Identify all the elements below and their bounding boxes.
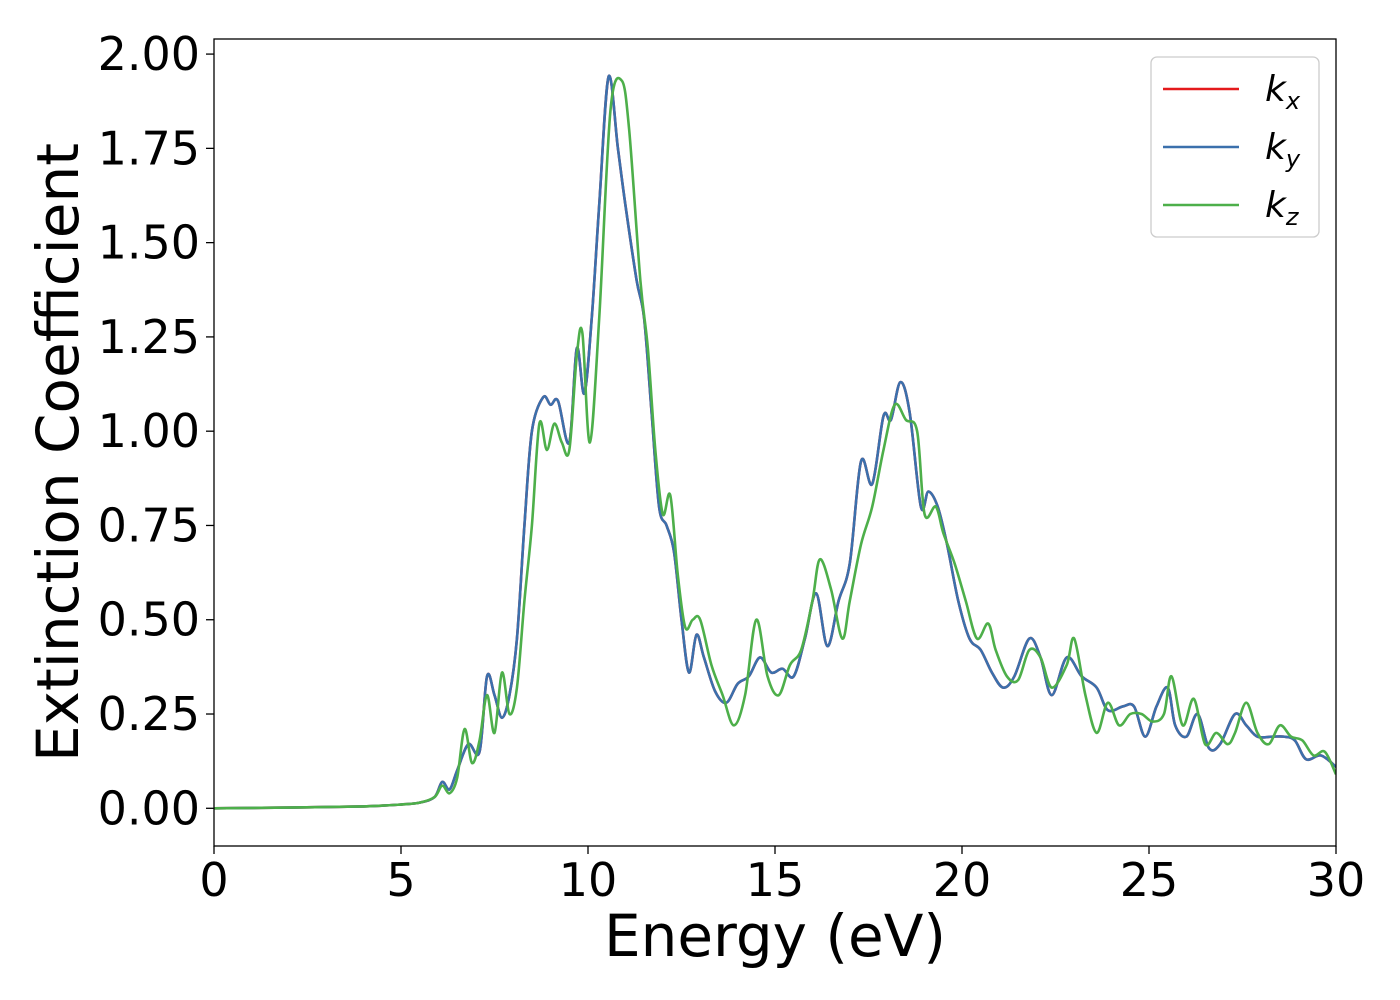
y-axis-ticks: 0.00 0.25 0.50 0.75 1.00 1.25 1.50 1.75 2.00 xyxy=(98,27,214,835)
legend-label-base: k xyxy=(1265,69,1288,110)
x-tick-label: 5 xyxy=(386,853,415,907)
y-tick-label: 0.50 xyxy=(98,593,200,647)
x-axis-label: Energy (eV) xyxy=(604,902,946,970)
y-tick-label: 2.00 xyxy=(98,27,200,81)
x-tick-label: 0 xyxy=(199,853,228,907)
legend-label-subscript: x xyxy=(1285,87,1301,115)
x-tick-label: 25 xyxy=(1120,853,1179,907)
series-line-y xyxy=(214,74,1336,810)
legend-label-base: k xyxy=(1265,185,1288,226)
plot-lines xyxy=(214,74,1336,810)
x-axis-ticks: 0 5 10 15 20 25 30 xyxy=(199,846,1365,907)
x-tick-label: 15 xyxy=(746,853,805,907)
x-tick-label: 20 xyxy=(933,853,992,907)
legend-label-subscript: z xyxy=(1285,203,1300,231)
y-tick-label: 0.00 xyxy=(98,781,200,835)
legend-label-base: k xyxy=(1265,127,1288,168)
series-line-z xyxy=(214,76,1336,810)
y-tick-label: 0.75 xyxy=(98,498,200,552)
y-tick-label: 1.50 xyxy=(98,216,200,270)
legend-label-z: kz xyxy=(1265,185,1300,231)
legend-label-y: ky xyxy=(1265,127,1301,173)
x-tick-label: 10 xyxy=(559,853,618,907)
y-tick-label: 1.00 xyxy=(98,404,200,458)
legend-label-subscript: y xyxy=(1285,145,1301,173)
y-tick-label: 1.25 xyxy=(98,310,200,364)
legend-label-x: kx xyxy=(1265,69,1301,115)
y-tick-label: 1.75 xyxy=(98,121,200,175)
y-axis-label: Extinction Coefficient xyxy=(24,143,92,762)
x-tick-label: 30 xyxy=(1307,853,1366,907)
y-tick-label: 0.25 xyxy=(98,687,200,741)
